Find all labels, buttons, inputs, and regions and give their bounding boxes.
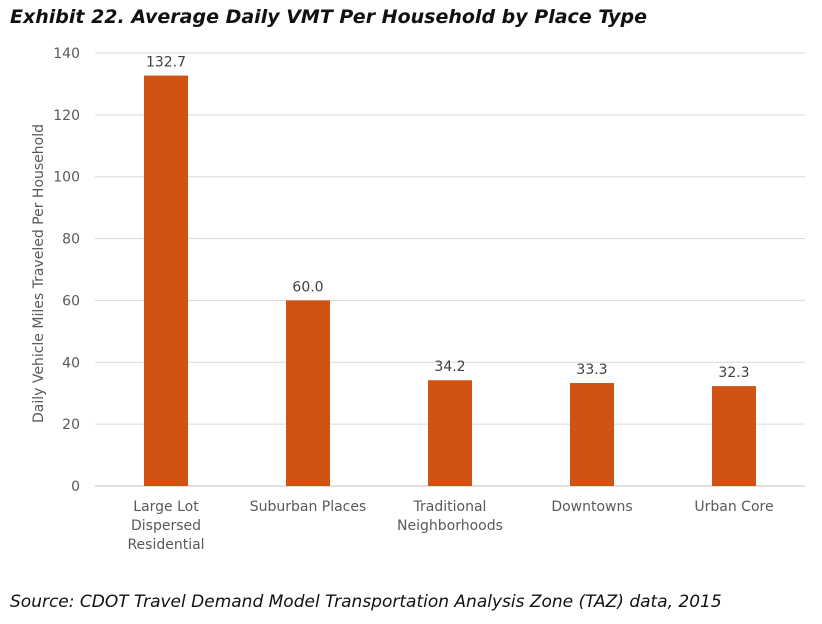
x-tick-label: Traditional [413,499,487,515]
bar [428,380,472,486]
x-tick-label: Downtowns [551,499,632,515]
data-label: 33.3 [576,362,607,378]
y-tick-label: 100 [53,170,80,186]
y-axis-title: Daily Vehicle Miles Traveled Per Househo… [31,124,47,423]
y-tick-label: 80 [62,232,80,248]
y-tick-label: 20 [62,417,80,433]
y-tick-label: 120 [53,108,80,124]
data-label: 132.7 [146,55,186,71]
x-tick-label: Urban Core [694,499,773,515]
y-tick-label: 40 [62,355,80,371]
data-label: 60.0 [292,279,323,295]
data-label: 34.2 [434,359,465,375]
chart-title: Exhibit 22. Average Daily VMT Per Househ… [10,6,647,28]
bar [286,300,330,486]
x-tick-label: Large Lot [133,499,199,515]
bar [570,383,614,486]
y-tick-label: 60 [62,293,80,309]
x-tick-label: Dispersed [131,518,201,534]
bar [144,75,188,487]
data-label: 32.3 [718,365,749,381]
y-tick-label: 140 [53,46,80,62]
bar [712,386,756,486]
x-tick-label: Suburban Places [250,499,367,515]
x-tick-label: Neighborhoods [397,518,503,534]
x-tick-label: Residential [127,537,204,553]
y-tick-label: 0 [71,479,80,495]
chart-source: Source: CDOT Travel Demand Model Transpo… [10,592,722,612]
